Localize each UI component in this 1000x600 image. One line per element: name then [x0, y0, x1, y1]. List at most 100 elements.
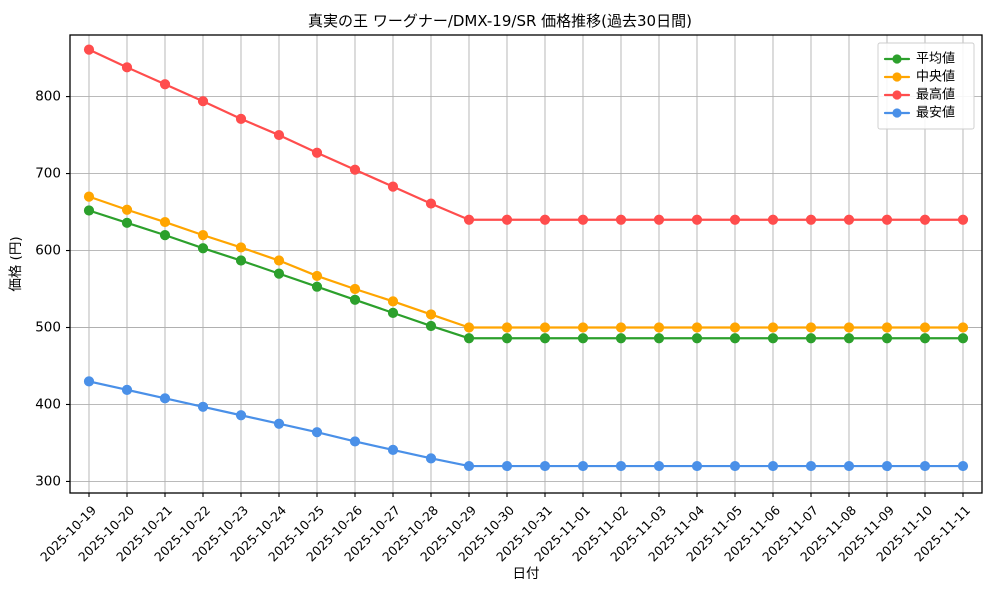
data-point — [653, 322, 665, 333]
data-point — [463, 333, 475, 344]
legend-marker-2 — [892, 90, 902, 100]
data-point — [349, 436, 361, 447]
data-point — [387, 307, 399, 318]
data-point — [539, 322, 551, 333]
data-point — [767, 322, 779, 333]
data-point — [577, 322, 589, 333]
legend-marker-1 — [892, 72, 902, 82]
legend-label-2: 最高値 — [916, 87, 955, 103]
series-line-1 — [87, 195, 965, 329]
data-point — [197, 96, 209, 107]
data-point — [311, 270, 323, 282]
legend-marker-3 — [892, 108, 902, 118]
data-point — [881, 214, 893, 225]
data-point — [691, 214, 703, 225]
data-point — [729, 333, 741, 344]
data-point — [767, 214, 779, 225]
data-point — [197, 230, 209, 241]
data-point — [235, 410, 247, 421]
data-point — [425, 453, 437, 464]
data-point — [919, 322, 931, 333]
axes-spines — [69, 34, 983, 494]
series-line-3 — [87, 380, 965, 468]
y-tick-label: 400 — [35, 396, 61, 412]
data-point — [615, 333, 627, 344]
data-point — [577, 460, 589, 472]
data-point — [957, 460, 969, 472]
data-point — [501, 460, 513, 472]
data-point — [349, 164, 361, 175]
data-point — [387, 444, 399, 455]
data-point — [729, 460, 741, 472]
data-point — [235, 255, 247, 266]
legend-label-1: 中央値 — [916, 69, 955, 85]
y-axis-label: 価格 (円) — [8, 236, 24, 291]
data-point — [501, 333, 513, 344]
y-tick-label: 500 — [35, 320, 61, 336]
data-point — [843, 322, 855, 333]
data-point — [539, 333, 551, 344]
data-point — [539, 460, 551, 472]
data-point — [463, 214, 475, 225]
data-point — [767, 333, 779, 344]
data-point — [653, 460, 665, 472]
data-point — [311, 281, 323, 292]
legend-label-0: 平均値 — [916, 51, 955, 67]
data-point — [387, 181, 399, 192]
data-point — [577, 214, 589, 225]
data-point — [615, 214, 627, 225]
series-line-2 — [87, 48, 965, 221]
series-line-0 — [87, 209, 965, 340]
data-point — [653, 214, 665, 225]
data-point — [83, 205, 95, 216]
data-point — [881, 460, 893, 472]
data-point — [235, 113, 247, 125]
data-point — [501, 322, 513, 333]
legend-box — [877, 42, 975, 130]
data-point — [121, 217, 133, 228]
data-point — [615, 460, 627, 472]
data-point — [843, 460, 855, 472]
data-point — [919, 214, 931, 225]
data-point — [121, 62, 133, 73]
y-tick-label: 300 — [35, 473, 61, 489]
data-point — [83, 191, 95, 202]
data-point — [843, 214, 855, 225]
data-point — [691, 333, 703, 344]
data-point — [501, 214, 513, 225]
data-point — [653, 333, 665, 344]
data-point — [425, 198, 437, 209]
data-point — [805, 333, 817, 344]
y-tick-label: 700 — [35, 166, 61, 182]
data-point — [121, 384, 133, 395]
data-point — [463, 460, 475, 472]
data-point — [881, 333, 893, 344]
data-point — [691, 460, 703, 472]
data-point — [957, 214, 969, 225]
data-point — [463, 322, 475, 333]
data-point — [843, 333, 855, 344]
data-point — [729, 214, 741, 225]
data-point — [159, 230, 171, 241]
data-point — [957, 333, 969, 344]
data-point — [425, 309, 437, 320]
data-point — [729, 322, 741, 333]
data-point — [919, 333, 931, 344]
data-point — [83, 44, 95, 55]
data-point — [197, 243, 209, 254]
data-point — [805, 214, 817, 225]
data-point — [349, 294, 361, 305]
data-point — [425, 320, 437, 332]
data-point — [273, 255, 285, 266]
data-point — [311, 427, 323, 438]
data-point — [197, 401, 209, 412]
data-point — [767, 460, 779, 472]
data-point — [159, 393, 171, 404]
data-point — [957, 322, 969, 333]
data-point — [311, 147, 323, 158]
y-tick-label: 600 — [35, 243, 61, 259]
data-point — [881, 322, 893, 333]
chart-title: 真実の王 ワーグナー/DMX-19/SR 価格推移(過去30日間) — [308, 12, 692, 30]
data-point — [387, 296, 399, 307]
